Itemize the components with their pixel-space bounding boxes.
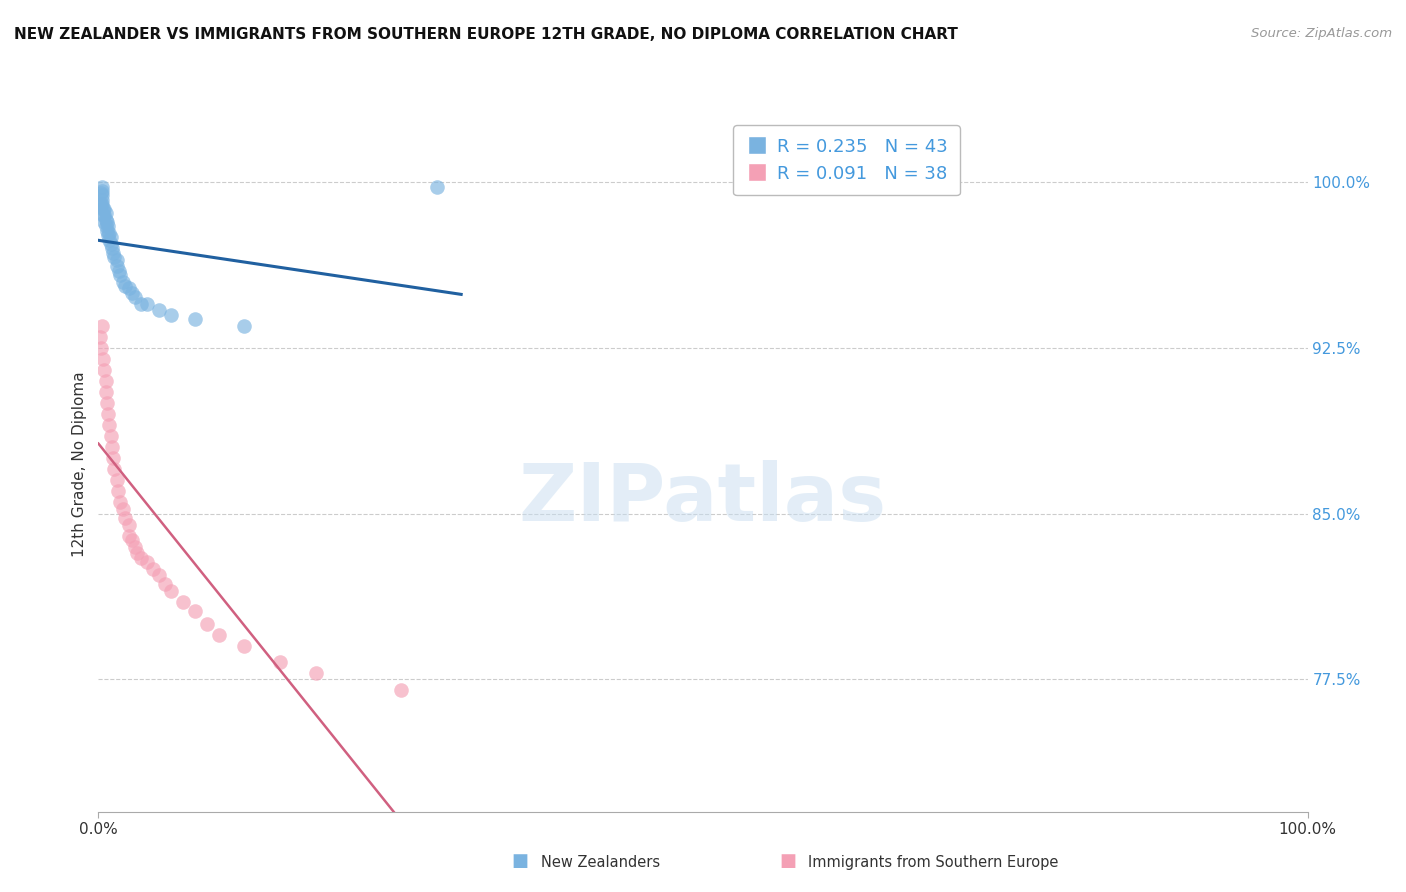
Point [124,290,146,304]
Point [111,275,134,289]
Point [105,259,128,273]
Point [97,407,120,421]
Point [94,385,117,400]
Point [129,550,152,565]
Point [94,374,117,388]
Point [100,429,122,443]
Point [108,263,131,277]
Point [160,308,183,322]
Point [103,462,125,476]
Point [100,237,122,252]
Point [153,577,176,591]
Point [93,215,115,229]
Point [389,683,412,698]
Point [98,418,121,433]
Point [105,474,128,488]
Text: ■: ■ [779,852,796,870]
Point [93,202,115,216]
Point [91,202,114,216]
Point [103,250,125,264]
Point [208,628,231,642]
Point [118,517,141,532]
Text: ZIPatlas: ZIPatlas [519,459,887,538]
Point [184,312,207,326]
Point [148,568,170,582]
Point [232,639,254,653]
Point [135,296,157,310]
Point [97,219,120,234]
Point [107,484,129,499]
Point [127,546,149,560]
Text: ■: ■ [512,852,529,870]
Point [100,230,122,244]
Point [114,511,136,525]
Legend: R = 0.235   N = 43, R = 0.091   N = 38: R = 0.235 N = 43, R = 0.091 N = 38 [734,125,960,195]
Point [91,318,114,333]
Point [101,451,124,466]
Point [111,502,134,516]
Point [305,665,328,680]
Point [118,528,141,542]
Point [426,179,449,194]
Point [94,219,117,234]
Point [91,184,114,198]
Point [232,318,254,333]
Point [105,252,128,267]
Point [172,595,194,609]
Point [121,533,143,547]
Point [96,396,118,410]
Point [91,351,114,366]
Point [269,655,291,669]
Point [129,296,152,310]
Point [91,208,114,222]
Point [93,363,115,377]
Point [98,226,121,240]
Point [94,212,117,227]
Point [100,440,122,454]
Point [148,303,170,318]
Y-axis label: 12th Grade, No Diploma: 12th Grade, No Diploma [72,371,87,557]
Point [121,285,143,300]
Point [91,188,114,202]
Point [101,246,124,260]
Point [100,242,122,256]
Point [91,179,114,194]
Text: Immigrants from Southern Europe: Immigrants from Southern Europe [808,855,1059,870]
Text: Source: ZipAtlas.com: Source: ZipAtlas.com [1251,27,1392,40]
Point [90,186,112,201]
Point [89,197,111,211]
Point [90,341,112,355]
Point [114,279,136,293]
Point [89,330,111,344]
Point [96,215,118,229]
Point [98,233,121,247]
Point [94,206,117,220]
Point [124,540,146,554]
Point [96,224,118,238]
Point [108,268,131,282]
Point [160,583,183,598]
Text: New Zealanders: New Zealanders [541,855,661,870]
Point [195,617,218,632]
Point [90,197,112,211]
Text: NEW ZEALANDER VS IMMIGRANTS FROM SOUTHERN EUROPE 12TH GRADE, NO DIPLOMA CORRELAT: NEW ZEALANDER VS IMMIGRANTS FROM SOUTHER… [14,27,957,42]
Point [91,193,114,207]
Point [184,604,207,618]
Point [91,197,114,211]
Point [108,495,131,509]
Point [118,281,141,295]
Point [142,562,165,576]
Point [97,228,120,243]
Point [93,208,115,222]
Point [135,555,157,569]
